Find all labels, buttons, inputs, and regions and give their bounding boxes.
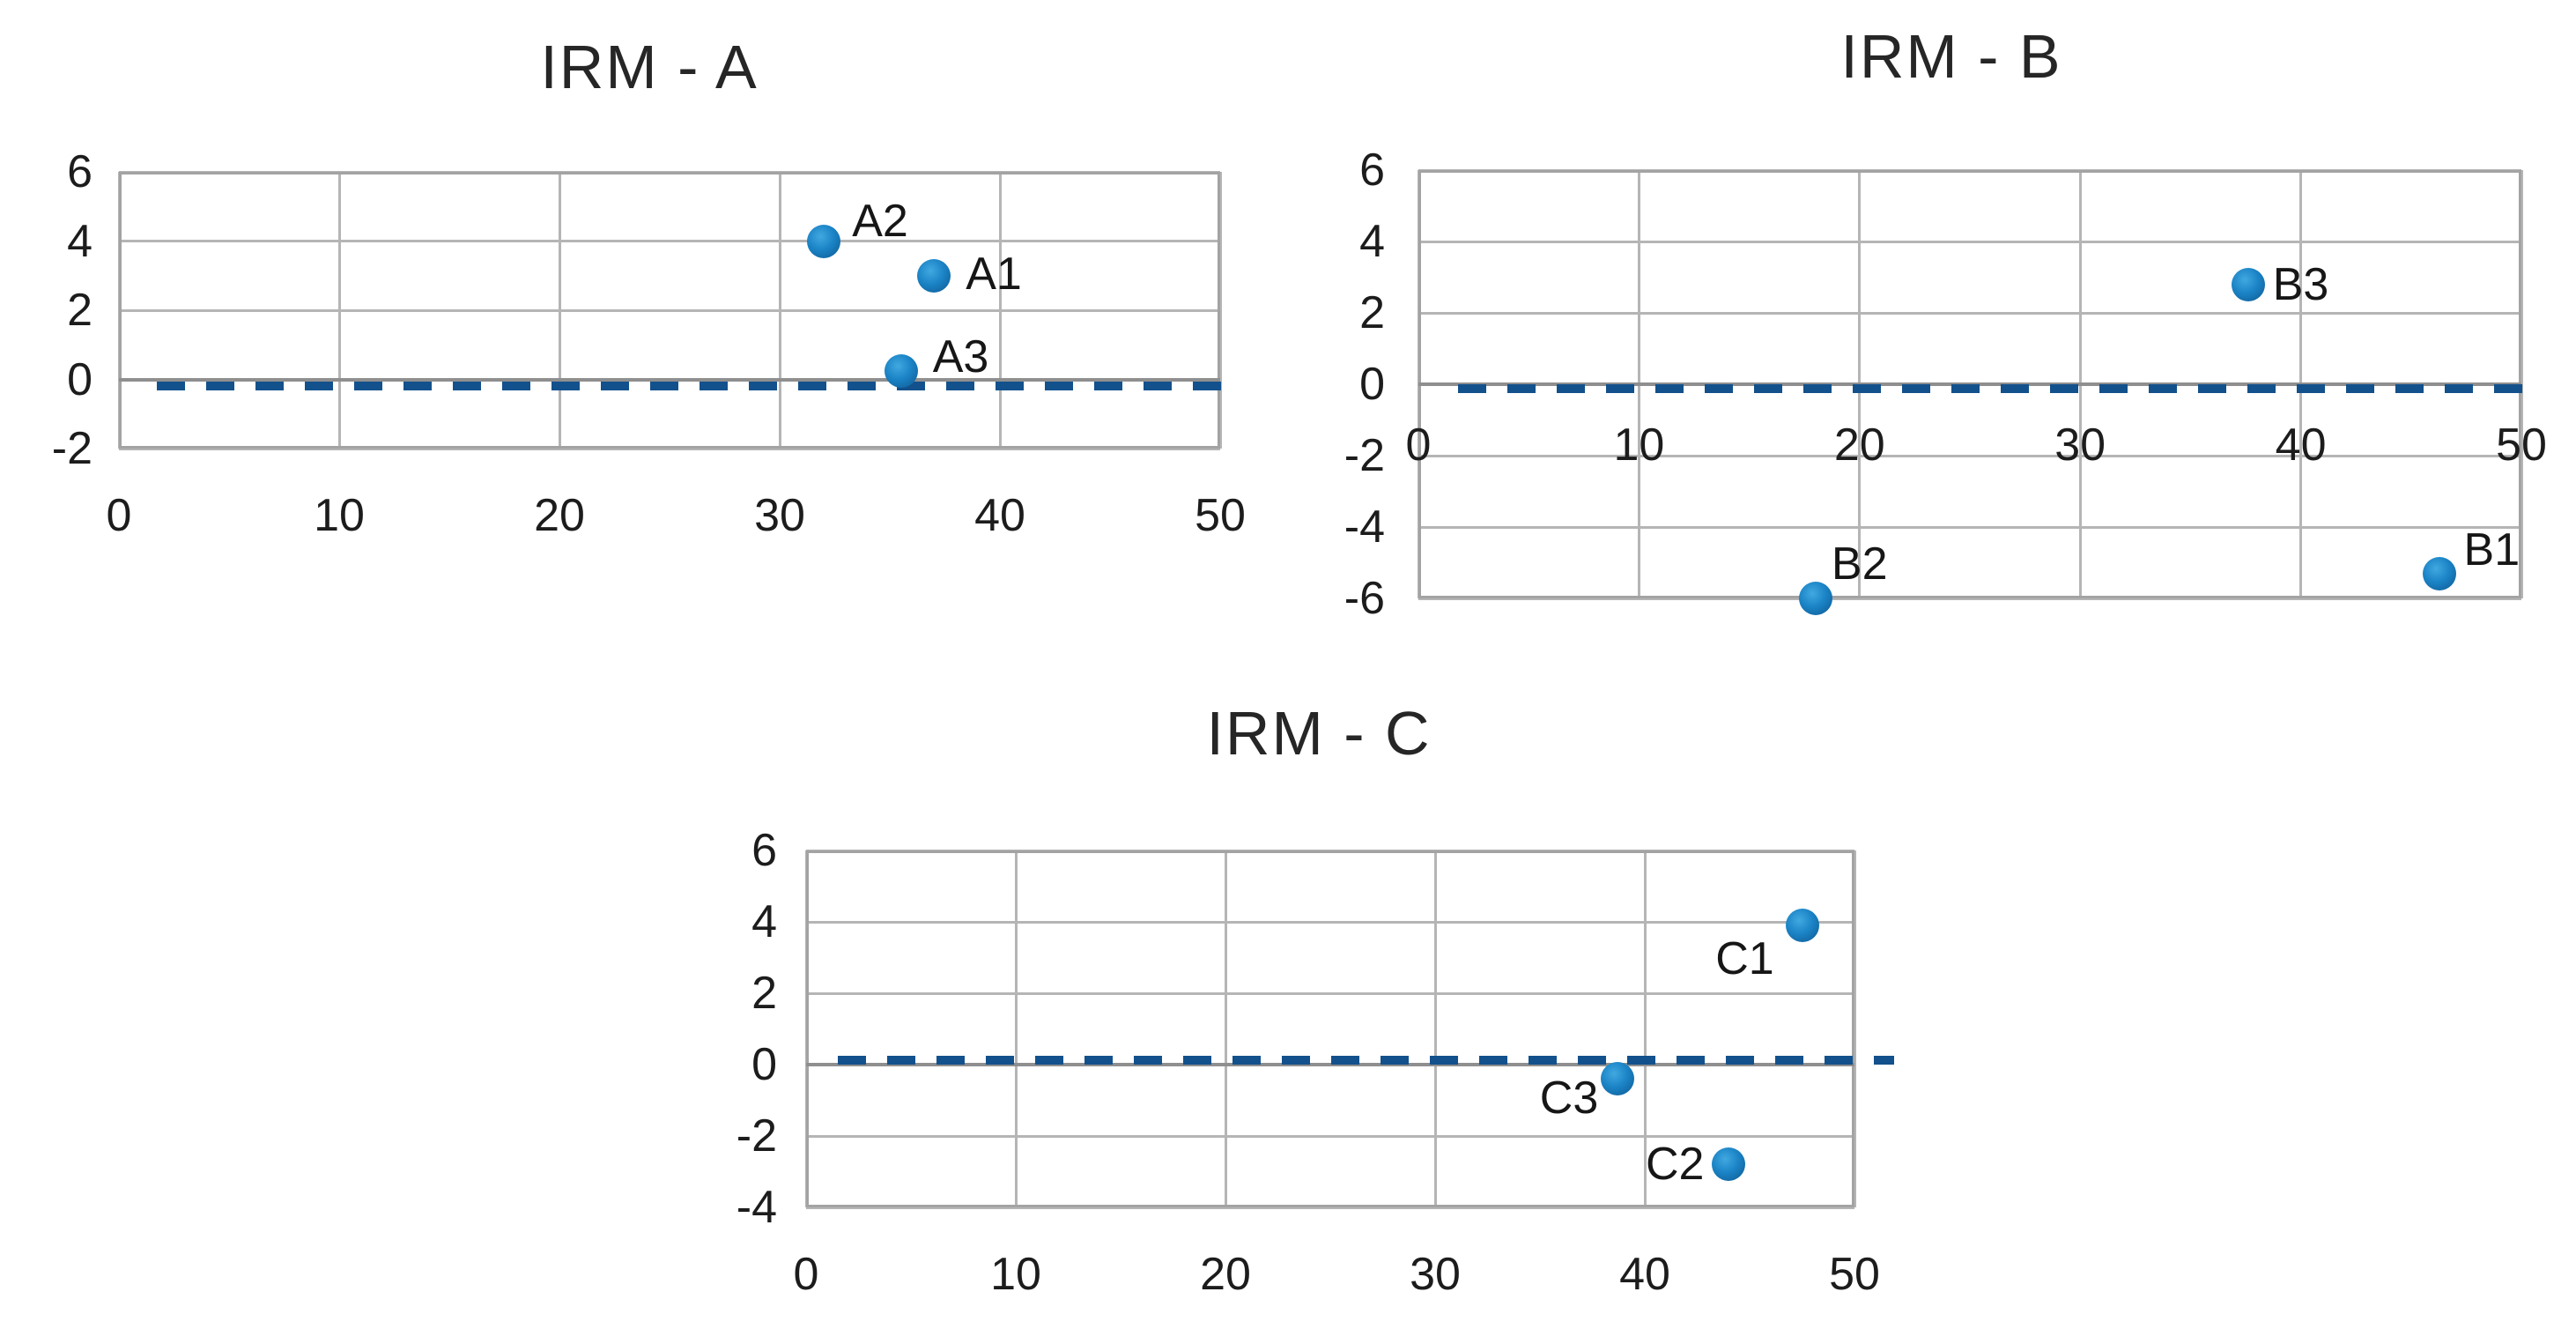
x-tick-label: 20 bbox=[534, 490, 585, 541]
gridline bbox=[1418, 311, 2521, 315]
plot-area bbox=[806, 850, 1854, 1207]
x-tick-label: 0 bbox=[106, 490, 132, 541]
gridline bbox=[1853, 850, 1856, 1207]
chart-c-title: IRM - C bbox=[1206, 699, 1432, 768]
zero-axis-line bbox=[119, 377, 1220, 382]
baseline-dashed-line bbox=[156, 382, 1225, 391]
x-tick-label: 50 bbox=[1829, 1249, 1880, 1300]
gridline bbox=[1224, 850, 1227, 1207]
data-point bbox=[917, 258, 951, 293]
x-tick-label: 20 bbox=[1200, 1249, 1251, 1300]
gridline bbox=[1643, 850, 1647, 1207]
data-point-label: C1 bbox=[1715, 933, 1774, 985]
data-point bbox=[1785, 909, 1819, 943]
data-point-label: C2 bbox=[1645, 1139, 1705, 1191]
data-point bbox=[1601, 1062, 1635, 1096]
x-tick-label: 20 bbox=[1833, 419, 1885, 471]
data-point-label: B2 bbox=[1831, 538, 1888, 590]
y-tick-label: 2 bbox=[751, 968, 777, 1019]
baseline-dashed-line bbox=[1458, 383, 2533, 393]
y-tick-label: 4 bbox=[67, 215, 93, 267]
data-point-label: B3 bbox=[2272, 258, 2329, 310]
gridline bbox=[1218, 172, 1222, 449]
x-tick-label: 40 bbox=[974, 490, 1025, 541]
gridline bbox=[806, 1134, 1854, 1138]
x-tick-label: 30 bbox=[754, 490, 805, 541]
baseline-dashed-line bbox=[837, 1056, 1895, 1065]
gridline bbox=[119, 308, 1220, 312]
data-point bbox=[884, 353, 918, 388]
gridline bbox=[806, 1206, 1854, 1209]
x-tick-label: 0 bbox=[793, 1249, 819, 1300]
y-tick-label: 6 bbox=[67, 146, 93, 197]
x-tick-label: 10 bbox=[990, 1249, 1041, 1300]
data-point-label: A2 bbox=[852, 195, 908, 247]
x-tick-label: 40 bbox=[1619, 1249, 1670, 1300]
plot-area bbox=[119, 172, 1220, 449]
y-tick-label: 4 bbox=[751, 896, 777, 947]
y-tick-label: 6 bbox=[1359, 145, 1385, 196]
data-point-label: C3 bbox=[1539, 1073, 1599, 1125]
chart-a-title: IRM - A bbox=[540, 33, 759, 101]
y-tick-label: -2 bbox=[51, 423, 93, 474]
gridline bbox=[806, 991, 1854, 995]
y-tick-label: 4 bbox=[1359, 216, 1385, 267]
data-point bbox=[1712, 1147, 1746, 1182]
x-tick-label: 10 bbox=[314, 490, 365, 541]
y-tick-label: -6 bbox=[1344, 573, 1385, 624]
gridline bbox=[1418, 240, 2521, 243]
data-point bbox=[2423, 556, 2457, 590]
y-tick-label: -2 bbox=[1344, 430, 1385, 481]
data-point-label: A3 bbox=[932, 330, 989, 382]
gridline bbox=[1433, 850, 1437, 1207]
y-tick-label: 0 bbox=[1359, 359, 1385, 410]
x-tick-label: 50 bbox=[1195, 490, 1246, 541]
y-tick-label: -4 bbox=[1344, 501, 1385, 553]
y-tick-label: -2 bbox=[736, 1110, 777, 1162]
data-point-label: A1 bbox=[966, 248, 1022, 300]
x-tick-label: 0 bbox=[1405, 419, 1432, 471]
data-point bbox=[2231, 267, 2265, 301]
y-tick-label: -4 bbox=[736, 1182, 777, 1233]
data-point bbox=[1798, 582, 1832, 615]
chart-b-title: IRM - B bbox=[1840, 22, 2062, 91]
x-tick-label: 50 bbox=[2496, 419, 2547, 471]
y-tick-label: 6 bbox=[751, 825, 777, 876]
gridline bbox=[119, 240, 1220, 242]
data-point bbox=[807, 224, 840, 258]
data-point-label: B1 bbox=[2463, 523, 2520, 575]
y-tick-label: 0 bbox=[67, 353, 93, 405]
y-tick-label: 2 bbox=[1359, 287, 1385, 338]
y-tick-label: 0 bbox=[751, 1039, 777, 1090]
gridline bbox=[806, 920, 1854, 924]
gridline bbox=[119, 447, 1220, 450]
y-tick-label: 2 bbox=[67, 285, 93, 336]
x-tick-label: 30 bbox=[1410, 1249, 1461, 1300]
x-tick-label: 30 bbox=[2054, 419, 2106, 471]
gridline bbox=[1014, 850, 1018, 1207]
x-tick-label: 40 bbox=[2275, 419, 2327, 471]
gridline bbox=[1418, 454, 2521, 457]
gridline bbox=[1418, 597, 2521, 600]
gridline bbox=[1418, 525, 2521, 529]
x-tick-label: 10 bbox=[1613, 419, 1665, 471]
